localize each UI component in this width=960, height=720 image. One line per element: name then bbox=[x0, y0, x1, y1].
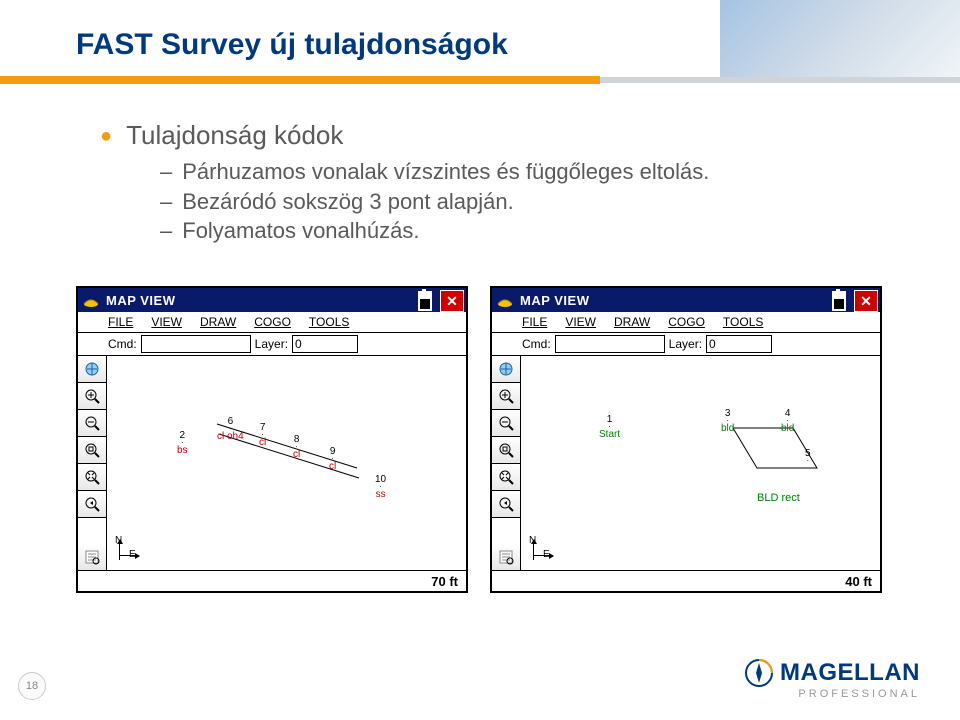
brand-logo: MAGELLAN PROFESSIONAL bbox=[744, 658, 920, 700]
menu-cogo[interactable]: COGO bbox=[668, 315, 705, 329]
battery-icon bbox=[418, 291, 432, 311]
command-row: Cmd: Layer: bbox=[492, 333, 880, 356]
map-point: 9·cl bbox=[329, 446, 336, 472]
axis-e-label: E bbox=[543, 549, 550, 560]
map-point: 7·cl bbox=[259, 422, 266, 448]
menu-file[interactable]: FILE bbox=[108, 315, 133, 329]
accent-bar-ext bbox=[600, 77, 960, 83]
menubar: FILE VIEW DRAW COGO TOOLS bbox=[492, 312, 880, 333]
map-point: 3·bld bbox=[721, 408, 734, 434]
tool-zoom-window[interactable] bbox=[492, 437, 520, 464]
axis-e-label: E bbox=[129, 549, 136, 560]
scale-text: 40 ft bbox=[845, 574, 872, 589]
cmd-label: Cmd: bbox=[522, 337, 551, 351]
sub-bullet-3: Folyamatos vonalhúzás. bbox=[160, 216, 900, 246]
drawing-svg bbox=[107, 356, 466, 570]
menu-draw[interactable]: DRAW bbox=[200, 315, 236, 329]
tool-zoom-out[interactable] bbox=[492, 410, 520, 437]
tool-zoom-window[interactable] bbox=[78, 437, 106, 464]
tool-column bbox=[492, 356, 521, 570]
sub-bullets: Párhuzamos vonalak vízszintes és függőle… bbox=[160, 157, 900, 246]
tool-globe[interactable] bbox=[78, 356, 106, 383]
canvas-wrap: N E 1·Start 3·bld 4·bld 5· BLD rect bbox=[492, 356, 880, 570]
layer-label: Layer: bbox=[255, 337, 288, 351]
logo-icon bbox=[744, 658, 774, 688]
map-point: 8·cl bbox=[293, 434, 300, 460]
tool-zoom-extents[interactable] bbox=[78, 464, 106, 491]
map-panel-right: MAP VIEW ✕ FILE VIEW DRAW COGO TOOLS Cmd… bbox=[490, 286, 882, 593]
drawing-svg bbox=[521, 356, 880, 570]
content-block: Tulajdonság kódok Párhuzamos vonalak víz… bbox=[100, 120, 900, 246]
titlebar: MAP VIEW ✕ bbox=[78, 288, 466, 312]
tool-zoom-out[interactable] bbox=[78, 410, 106, 437]
map-canvas[interactable]: N E 2·bs 6·cl oh4 7·cl 8·cl 9·cl 10·ss bbox=[107, 356, 466, 570]
menu-tools[interactable]: TOOLS bbox=[723, 315, 763, 329]
tool-zoom-in[interactable] bbox=[78, 383, 106, 410]
map-point: 5· bbox=[805, 448, 811, 463]
tool-zoom-in[interactable] bbox=[492, 383, 520, 410]
menu-cogo[interactable]: COGO bbox=[254, 315, 291, 329]
tool-zoom-prev[interactable] bbox=[492, 491, 520, 518]
map-point: 6·cl oh4 bbox=[217, 416, 244, 442]
logo-name: MAGELLAN bbox=[780, 659, 920, 687]
command-row: Cmd: Layer: bbox=[78, 333, 466, 356]
menubar: FILE VIEW DRAW COGO TOOLS bbox=[78, 312, 466, 333]
tool-zoom-extents[interactable] bbox=[492, 464, 520, 491]
tool-list[interactable] bbox=[78, 544, 106, 570]
header-photo bbox=[720, 0, 960, 80]
map-point: 4·bld bbox=[781, 408, 794, 434]
menu-view[interactable]: VIEW bbox=[565, 315, 596, 329]
tool-zoom-prev[interactable] bbox=[78, 491, 106, 518]
close-icon: ✕ bbox=[446, 293, 458, 310]
map-point: 10·ss bbox=[375, 474, 386, 500]
menu-file[interactable]: FILE bbox=[522, 315, 547, 329]
title-text: MAP VIEW bbox=[106, 293, 176, 308]
menu-draw[interactable]: DRAW bbox=[614, 315, 650, 329]
statusbar: 40 ft bbox=[492, 570, 880, 591]
map-point: 1·Start bbox=[599, 414, 620, 440]
scale-text: 70 ft bbox=[431, 574, 458, 589]
menu-tools[interactable]: TOOLS bbox=[309, 315, 349, 329]
axis-n-label: N bbox=[529, 535, 536, 546]
screenshot-row: MAP VIEW ✕ FILE VIEW DRAW COGO TOOLS Cmd… bbox=[76, 286, 882, 593]
tool-column bbox=[78, 356, 107, 570]
page-number: 18 bbox=[18, 672, 46, 700]
layer-input[interactable] bbox=[706, 335, 772, 353]
close-button[interactable]: ✕ bbox=[440, 290, 464, 312]
sub-bullet-2: Bezáródó sokszög 3 pont alapján. bbox=[160, 187, 900, 217]
slide-title: FAST Survey új tulajdonságok bbox=[76, 28, 508, 62]
sub-bullet-1: Párhuzamos vonalak vízszintes és függőle… bbox=[160, 157, 900, 187]
tool-list[interactable] bbox=[492, 544, 520, 570]
layer-input[interactable] bbox=[292, 335, 358, 353]
app-icon bbox=[496, 291, 514, 309]
app-icon bbox=[82, 291, 100, 309]
statusbar: 70 ft bbox=[78, 570, 466, 591]
map-label: BLD rect bbox=[757, 492, 800, 504]
accent-bar bbox=[0, 76, 600, 84]
title-text: MAP VIEW bbox=[520, 293, 590, 308]
canvas-wrap: N E 2·bs 6·cl oh4 7·cl 8·cl 9·cl 10·ss bbox=[78, 356, 466, 570]
cmd-input[interactable] bbox=[141, 335, 251, 353]
menu-view[interactable]: VIEW bbox=[151, 315, 182, 329]
bullet-main: Tulajdonság kódok bbox=[100, 120, 900, 151]
close-button[interactable]: ✕ bbox=[854, 290, 878, 312]
map-point: 2·bs bbox=[177, 430, 188, 456]
map-canvas[interactable]: N E 1·Start 3·bld 4·bld 5· BLD rect bbox=[521, 356, 880, 570]
cmd-label: Cmd: bbox=[108, 337, 137, 351]
battery-icon bbox=[832, 291, 846, 311]
cmd-input[interactable] bbox=[555, 335, 665, 353]
logo-sub: PROFESSIONAL bbox=[744, 688, 920, 700]
close-icon: ✕ bbox=[860, 293, 872, 310]
axis-n-label: N bbox=[115, 535, 122, 546]
titlebar: MAP VIEW ✕ bbox=[492, 288, 880, 312]
tool-globe[interactable] bbox=[492, 356, 520, 383]
map-panel-left: MAP VIEW ✕ FILE VIEW DRAW COGO TOOLS Cmd… bbox=[76, 286, 468, 593]
layer-label: Layer: bbox=[669, 337, 702, 351]
